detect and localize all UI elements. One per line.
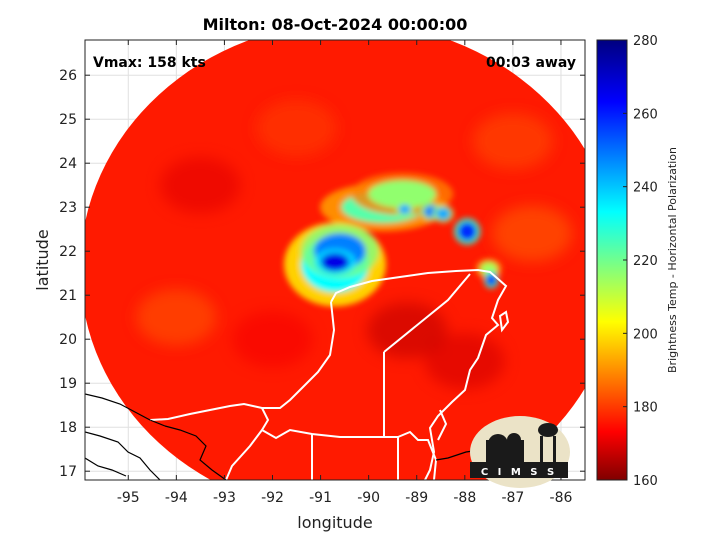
chart-title: Milton: 08-Oct-2024 00:00:00 (203, 15, 468, 34)
water-tower-icon (540, 436, 543, 462)
x-tick-label: -95 (117, 490, 140, 506)
cell-4 (458, 222, 477, 241)
colorbar-label: Brightness Temp - Horizontal Polarizatio… (666, 147, 679, 373)
y-tick-label: 25 (59, 112, 77, 128)
x-axis-ticks: -95 -94 -93 -92 -91 -90 -89 -88 -87 -86 (117, 40, 573, 506)
y-tick-label: 21 (59, 288, 77, 304)
state-border-1 (383, 273, 471, 437)
time-away-annotation: 00:03 away (486, 55, 576, 71)
x-tick-label: -92 (261, 490, 284, 506)
logo-text: C I M S S (481, 467, 557, 478)
x-tick-label: -88 (453, 490, 476, 506)
y-axis-ticks: 17 18 19 20 21 22 23 24 25 26 (59, 68, 585, 480)
colorbar-tick-label: 280 (633, 34, 658, 49)
texture-blob (256, 100, 337, 156)
border-guatemala (225, 407, 399, 480)
colorbar-tick-label: 240 (633, 181, 658, 196)
spiral-band-2 (368, 180, 437, 208)
border-belize (397, 409, 448, 480)
swath-texture (136, 100, 573, 390)
y-tick-label: 22 (59, 244, 77, 260)
texture-blob (136, 289, 217, 346)
cimss-logo: C I M S S (470, 416, 570, 488)
x-tick-label: -94 (165, 490, 188, 506)
campeche-coastline (149, 301, 336, 421)
eye-center (321, 253, 349, 272)
cozumel-island (498, 310, 510, 333)
vmax-annotation: Vmax: 158 kts (93, 55, 206, 71)
axes-box (84, 39, 586, 481)
brightness-temp-swath (85, 40, 585, 480)
y-axis-label: latitude (33, 229, 52, 290)
cell-3 (436, 207, 451, 220)
plot-area (85, 40, 585, 480)
x-tick-label: -89 (405, 490, 428, 506)
x-axis-label: longitude (297, 513, 372, 532)
y-tick-label: 17 (59, 464, 77, 480)
mexico-west-coastline-2 (164, 425, 227, 480)
y-tick-label: 18 (59, 420, 77, 436)
x-tick-label: -87 (501, 490, 524, 506)
texture-blob (232, 311, 313, 368)
y-tick-label: 19 (59, 376, 77, 392)
colorbar-tick-label: 160 (633, 474, 658, 489)
colorbar-tick-label: 200 (633, 327, 658, 342)
colorbar (596, 39, 628, 481)
x-tick-label: -93 (213, 490, 236, 506)
texture-blob (160, 157, 241, 214)
texture-blob (424, 333, 505, 390)
colorbar-tick-label: 220 (633, 254, 658, 269)
y-tick-label: 23 (59, 200, 77, 216)
cell-5 (486, 273, 497, 286)
colorbar-ticks: 160 180 200 220 240 260 280 (623, 34, 658, 489)
cell-1 (398, 204, 411, 215)
colorbar-tick-label: 260 (633, 107, 658, 122)
coastlines (85, 268, 510, 480)
colorbar-tick-label: 180 (633, 401, 658, 416)
mexico-west-coastline (85, 393, 166, 480)
x-tick-label: -86 (550, 490, 573, 506)
y-tick-label: 24 (59, 156, 77, 172)
yucatan-coastline (330, 268, 508, 480)
texture-blob (472, 113, 553, 170)
storm-features (284, 173, 503, 307)
x-tick-label: -91 (309, 490, 332, 506)
y-tick-label: 26 (59, 68, 77, 84)
x-tick-label: -90 (357, 490, 380, 506)
texture-blob (492, 205, 573, 262)
y-tick-label: 20 (59, 332, 77, 348)
